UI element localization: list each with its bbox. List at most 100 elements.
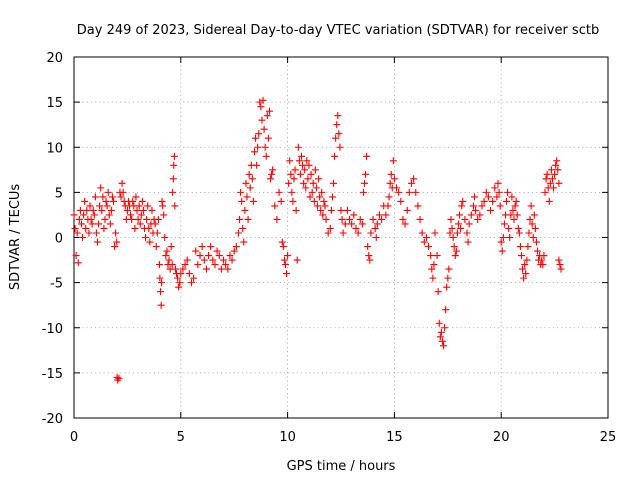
data-point [246,184,254,192]
data-point [493,193,501,201]
data-point [338,215,346,223]
data-point [506,234,514,241]
data-point [341,220,349,228]
data-point [132,193,140,201]
data-point [217,265,225,273]
data-point [519,265,527,273]
data-point [333,121,341,129]
data-point [285,179,293,187]
data-point [296,170,304,178]
data-points [70,96,565,384]
data-point [158,197,166,205]
data-point [509,206,517,214]
data-point [308,188,316,196]
data-point [136,220,144,228]
data-point [255,130,263,138]
data-point [378,215,386,223]
data-point [290,175,298,183]
data-point [487,206,495,214]
data-point [384,202,392,210]
data-point [222,261,230,269]
data-point [393,184,401,192]
data-point [362,170,370,178]
data-point [305,161,313,169]
data-point [92,229,100,237]
data-point [513,211,521,219]
data-point [540,252,548,260]
data-point [215,252,223,260]
data-point [445,265,453,273]
data-point [516,243,524,251]
data-point [414,202,422,210]
data-point [366,256,374,264]
data-point [205,252,213,260]
data-point [181,261,189,269]
data-point [529,234,537,241]
data-point [555,179,563,187]
data-point [286,157,294,165]
data-point [555,256,563,264]
data-point [478,202,486,210]
data-point [348,220,356,228]
data-point [331,152,339,160]
data-point [257,103,265,111]
data-point [281,261,289,269]
data-point [154,215,162,223]
data-point [543,170,551,178]
data-point [458,202,466,210]
data-point [292,206,300,214]
data-point [327,206,335,214]
data-point [314,202,322,210]
data-point [157,288,165,296]
data-point [156,274,164,282]
data-point [389,157,397,165]
y-axis-label: SDTVAR / TECUs [8,184,23,291]
data-point [321,202,329,210]
data-point [260,125,268,133]
data-point [523,256,531,264]
data-point [70,211,78,219]
data-point [304,175,312,183]
data-point [511,202,519,210]
data-point [83,206,91,214]
data-point [403,206,411,214]
data-point [526,215,534,223]
data-point [371,224,379,232]
data-point [267,175,275,183]
data-point [262,152,270,160]
data-point [350,211,358,219]
data-point [96,202,104,210]
data-point [143,215,151,223]
data-point [507,211,515,219]
data-point [171,202,179,210]
data-point [157,301,165,309]
data-point [185,270,193,278]
data-point [139,206,147,214]
data-point [390,175,398,183]
data-point [170,152,178,160]
data-point [528,220,536,228]
data-point [375,211,383,219]
data-point [542,175,550,183]
data-point [101,215,109,223]
data-point [211,261,219,269]
data-point [190,274,198,282]
data-point [146,238,154,246]
data-point [311,166,319,174]
data-point [176,279,184,287]
data-point [465,220,473,228]
y-tick-label: -15 [42,367,63,382]
data-point [155,261,163,269]
data-point [522,270,530,278]
data-point [451,252,459,260]
data-point [175,283,183,291]
x-tick-label: 5 [177,430,185,445]
data-point [410,175,418,183]
data-point [177,270,185,278]
data-point [407,179,415,187]
data-point [515,229,523,237]
data-point [261,143,269,151]
data-point [521,261,529,269]
data-point [312,184,320,192]
